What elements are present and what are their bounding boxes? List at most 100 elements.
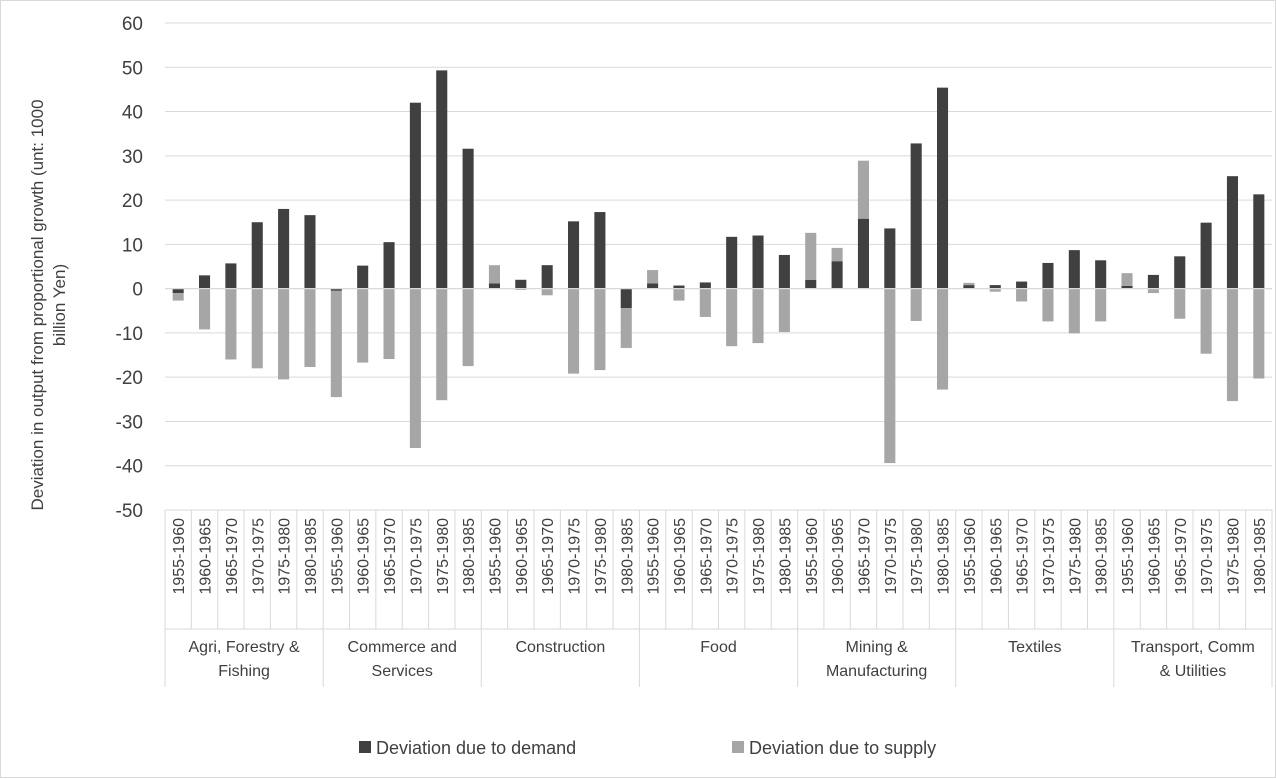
x-tick-label: 1965-1970 (382, 518, 399, 595)
legend-label: Deviation due to supply (749, 738, 936, 758)
group-label: Food (700, 639, 736, 656)
x-tick-label: 1975-1980 (909, 518, 926, 595)
bar-supply (1200, 288, 1212, 354)
x-tick-label: 1980-1985 (461, 518, 478, 595)
bar-demand (937, 87, 949, 289)
bar-supply (1068, 288, 1080, 334)
bar-supply (436, 288, 448, 401)
bar-supply (884, 288, 896, 464)
x-tick-label: 1955-1960 (1120, 518, 1137, 595)
bar-supply (383, 288, 395, 360)
x-tick-label: 1970-1975 (567, 518, 584, 595)
group-label: Mining & (846, 639, 909, 656)
bar-demand (989, 285, 1001, 289)
group-label: Manufacturing (826, 663, 927, 680)
x-tick-label: 1975-1980 (435, 518, 452, 595)
bar-supply (963, 282, 975, 286)
bar-demand (673, 285, 685, 289)
x-tick-label: 1960-1965 (830, 518, 847, 595)
bar-supply (1253, 288, 1265, 379)
y-tick-label: 60 (122, 14, 143, 35)
bar-supply (857, 160, 869, 219)
legend: Deviation due to demand Deviation due to … (359, 738, 936, 758)
bar-demand (278, 208, 290, 289)
x-tick-label: 1980-1985 (619, 518, 636, 595)
bar-supply (199, 288, 211, 330)
x-tick-label: 1970-1975 (725, 518, 742, 595)
x-tick-label: 1975-1980 (1225, 518, 1242, 595)
x-tick-label: 1955-1960 (804, 518, 821, 595)
x-tick-label: 1960-1965 (1146, 518, 1163, 595)
x-tick-label: 1960-1965 (988, 518, 1005, 595)
x-tick-label: 1965-1970 (698, 518, 715, 595)
bar-demand (1042, 262, 1054, 289)
bar-supply (1121, 273, 1133, 286)
bar-demand (383, 242, 395, 289)
legend-label: Deviation due to demand (376, 738, 576, 758)
x-tick-label: 1970-1975 (1041, 518, 1058, 595)
bar-supply (1174, 288, 1186, 319)
bar-supply (752, 288, 764, 344)
bar-demand (330, 288, 342, 291)
bar-supply (805, 232, 817, 280)
y-tick-label: 20 (122, 191, 143, 212)
bar-demand (699, 282, 711, 289)
bar-demand (963, 285, 975, 289)
bar-demand (1200, 222, 1212, 289)
bar-supply (699, 288, 711, 317)
bar-supply (541, 288, 553, 296)
bar-supply (515, 288, 527, 290)
x-tick-label: 1970-1975 (250, 518, 267, 595)
bar-demand (1121, 285, 1133, 289)
bar-supply (594, 288, 606, 371)
x-tick-label: 1955-1960 (171, 518, 188, 595)
y-tick-label: 40 (122, 103, 143, 124)
bar-supply (910, 288, 922, 321)
bar-supply (1147, 288, 1159, 294)
y-tick-label: 0 (132, 280, 143, 301)
x-tick-label: 1970-1975 (1199, 518, 1216, 595)
x-tick-label: 1975-1980 (277, 518, 294, 595)
bar-supply (1095, 288, 1107, 322)
x-tick-label: 1975-1980 (593, 518, 610, 595)
bar-demand (726, 236, 738, 289)
x-tick-label: 1965-1970 (1015, 518, 1032, 595)
x-tick-label: 1965-1970 (856, 518, 873, 595)
x-tick-label: 1970-1975 (408, 518, 425, 595)
group-label: Commerce and (348, 639, 457, 656)
bar-demand (1095, 260, 1107, 289)
bar-supply (357, 288, 369, 363)
group-label: Services (372, 663, 433, 680)
y-axis-label: Deviation in output from proportional gr… (28, 99, 69, 510)
bar-demand (910, 143, 922, 289)
group-label: Construction (515, 639, 605, 656)
x-category-labels: 1955-1960 1960-1965 1965-1970 1970-1975 1975… (171, 518, 1269, 595)
bar-demand (1068, 250, 1080, 289)
bar-supply (330, 290, 342, 398)
bar-demand (778, 254, 790, 289)
x-tick-label: 1960-1965 (514, 518, 531, 595)
group-label: Textiles (1008, 639, 1061, 656)
legend-swatch-supply (732, 741, 744, 753)
bar-demand (884, 228, 896, 289)
x-group-labels: Agri, Forestry & Fishing Commerce and Servi… (189, 639, 1255, 680)
bar-supply (488, 265, 500, 284)
bar-supply (462, 288, 474, 367)
bar-supply (1226, 288, 1238, 402)
legend-swatch-demand (359, 741, 371, 753)
bar-demand (357, 265, 369, 289)
bar-demand (594, 212, 606, 289)
bar-supply (647, 270, 659, 284)
bar-demand (857, 218, 869, 289)
x-tick-label: 1955-1960 (329, 518, 346, 595)
group-label: Transport, Comm (1131, 639, 1255, 656)
bar-supply (409, 288, 421, 449)
bar-supply (1042, 288, 1054, 322)
bar-demand (1147, 274, 1159, 289)
bar-demand (805, 279, 817, 289)
y-tick-label: -10 (116, 324, 143, 345)
bar-supply (989, 288, 1001, 292)
bar-demand (568, 221, 580, 289)
